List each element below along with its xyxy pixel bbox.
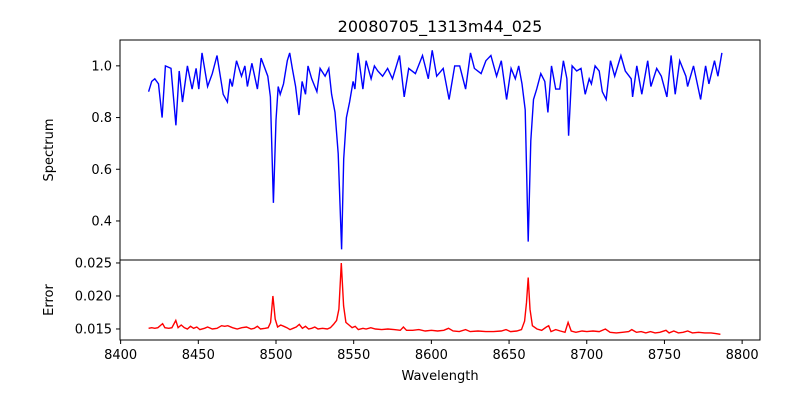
spectrum-line bbox=[147, 50, 723, 250]
x-tick-label: 8500 bbox=[259, 348, 292, 363]
axes-frame bbox=[119, 259, 761, 341]
x-tick-label: 8750 bbox=[648, 348, 681, 363]
y-tick-label: 0.025 bbox=[75, 256, 112, 271]
x-tick-label: 8450 bbox=[182, 348, 215, 363]
y-axis-label-spectrum: Spectrum bbox=[42, 119, 57, 182]
x-tick-label: 8650 bbox=[493, 348, 526, 363]
spectrum-axes: 0.4 0.6 0.8 1.0 bbox=[91, 39, 761, 261]
y-axis-label-error: Error bbox=[42, 284, 57, 316]
x-tick-label: 8600 bbox=[415, 348, 448, 363]
error-axes: 0.015 0.020 0.025 8400 8450 8500 8550 8600 8650 8… bbox=[75, 256, 761, 363]
x-tick-label: 8700 bbox=[570, 348, 603, 363]
chart-title: 20080705_1313m44_025 bbox=[338, 17, 543, 37]
y-tick-label: 0.8 bbox=[91, 111, 112, 126]
x-axis-label: Wavelength bbox=[401, 369, 478, 384]
x-tick-label: 8550 bbox=[337, 348, 370, 363]
y-tick-label: 0.4 bbox=[91, 214, 112, 229]
y-tick-label: 0.015 bbox=[75, 322, 112, 337]
error-line bbox=[148, 262, 721, 335]
y-tick-label: 0.6 bbox=[91, 163, 112, 178]
x-tick-label: 8400 bbox=[104, 348, 137, 363]
y-tick-label: 1.0 bbox=[91, 59, 112, 74]
y-tick-label: 0.020 bbox=[75, 289, 112, 304]
x-tick-label: 8800 bbox=[726, 348, 759, 363]
